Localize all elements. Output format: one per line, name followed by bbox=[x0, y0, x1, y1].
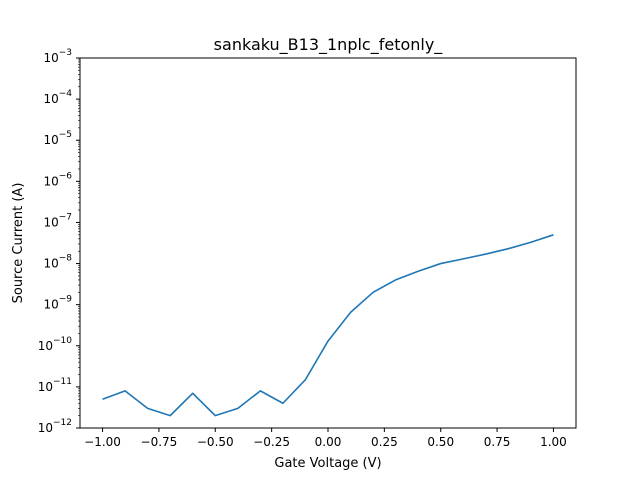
x-tick-label: 0.50 bbox=[427, 435, 454, 449]
series-line bbox=[102, 234, 554, 417]
y-tick-label: 10−5 bbox=[43, 130, 72, 147]
x-tick-label: −0.25 bbox=[253, 435, 290, 449]
chart-title: sankaku_B13_1nplc_fetonly_ bbox=[214, 35, 444, 55]
y-axis-label: Source Current (A) bbox=[11, 183, 26, 304]
plot-area bbox=[102, 234, 554, 417]
x-tick-label: 0.00 bbox=[315, 435, 342, 449]
y-tick-label: 10−10 bbox=[38, 336, 73, 353]
x-tick-label: 1.00 bbox=[540, 435, 567, 449]
x-tick-label: 0.75 bbox=[484, 435, 511, 449]
x-tick-label: −0.75 bbox=[141, 435, 178, 449]
y-tick-label: 10−4 bbox=[43, 89, 72, 106]
x-tick-label: −0.50 bbox=[197, 435, 234, 449]
y-tick-label: 10−3 bbox=[43, 48, 72, 65]
y-tick-label: 10−8 bbox=[43, 254, 72, 271]
x-tick-label: 0.25 bbox=[371, 435, 398, 449]
y-tick-label: 10−9 bbox=[43, 295, 72, 312]
y-tick-label: 10−7 bbox=[43, 212, 72, 229]
y-tick-label: 10−11 bbox=[38, 377, 72, 394]
x-axis-label: Gate Voltage (V) bbox=[274, 456, 381, 471]
plot-frame bbox=[79, 57, 577, 429]
y-axis: 10−12 10−11 10−10 10−9 10−8 10−7 10−6 10−5 10−4 1… bbox=[38, 48, 80, 435]
x-axis: −1.00 −0.75 −0.50 −0.25 0.00 0.25 0.50 0.75 1.00 bbox=[84, 428, 567, 449]
y-tick-label: 10−12 bbox=[38, 418, 72, 435]
x-tick-label: −1.00 bbox=[84, 435, 121, 449]
y-tick-label: 10−6 bbox=[43, 171, 72, 188]
